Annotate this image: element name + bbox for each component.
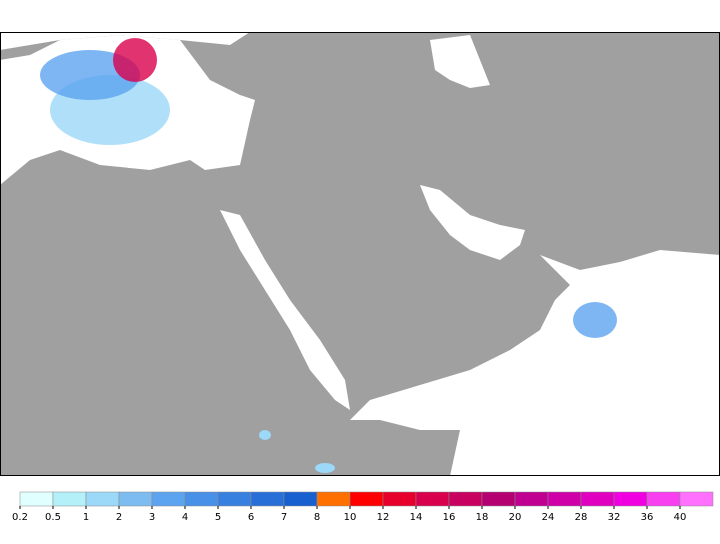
color-swatch bbox=[85, 491, 120, 507]
color-swatch bbox=[349, 491, 384, 507]
color-swatch bbox=[19, 491, 54, 507]
level-label: 28 bbox=[575, 512, 588, 523]
color-swatch bbox=[448, 491, 483, 507]
level-label: 0.2 bbox=[12, 512, 28, 523]
level-label: 5 bbox=[215, 512, 221, 523]
sea bbox=[420, 185, 525, 260]
precip-area bbox=[113, 38, 157, 82]
level-label: 12 bbox=[377, 512, 390, 523]
precip-area bbox=[573, 302, 617, 338]
color-swatch bbox=[316, 491, 351, 507]
level-label: 14 bbox=[410, 512, 423, 523]
color-swatch bbox=[415, 491, 450, 507]
color-swatch bbox=[250, 491, 285, 507]
precip-area bbox=[315, 463, 335, 473]
level-label: 32 bbox=[608, 512, 621, 523]
level-label: 20 bbox=[509, 512, 522, 523]
level-label: 10 bbox=[344, 512, 357, 523]
level-label: 24 bbox=[542, 512, 555, 523]
level-label: 40 bbox=[674, 512, 687, 523]
legend: 0.2 0.5 1 2 3 4 5 6 7 8 10 12 14 16 18 20 24 28 32 36 40 bbox=[12, 491, 714, 523]
sea bbox=[430, 35, 490, 88]
color-swatch bbox=[679, 491, 714, 507]
level-label: 1 bbox=[83, 512, 89, 523]
color-swatch bbox=[118, 491, 153, 507]
level-label: 36 bbox=[641, 512, 654, 523]
color-swatch bbox=[547, 491, 582, 507]
level-label: 8 bbox=[314, 512, 320, 523]
sea bbox=[220, 210, 350, 410]
color-swatch bbox=[52, 491, 87, 507]
color-swatch bbox=[514, 491, 549, 507]
sea bbox=[350, 250, 720, 476]
color-swatch bbox=[283, 491, 318, 507]
color-swatch bbox=[217, 491, 252, 507]
level-label: 3 bbox=[149, 512, 155, 523]
level-label: 18 bbox=[476, 512, 489, 523]
color-swatch bbox=[646, 491, 681, 507]
level-label: 6 bbox=[248, 512, 254, 523]
level-label: 7 bbox=[281, 512, 287, 523]
map bbox=[0, 32, 720, 476]
color-swatch bbox=[580, 491, 615, 507]
level-label: 0.5 bbox=[45, 512, 61, 523]
sea bbox=[0, 32, 250, 50]
level-label: 2 bbox=[116, 512, 122, 523]
color-swatch bbox=[184, 491, 219, 507]
color-swatch bbox=[481, 491, 516, 507]
color-swatch bbox=[151, 491, 186, 507]
precip-area bbox=[259, 430, 271, 440]
level-label: 16 bbox=[443, 512, 456, 523]
color-swatch bbox=[613, 491, 648, 507]
color-swatch bbox=[382, 491, 417, 507]
level-label: 4 bbox=[182, 512, 188, 523]
